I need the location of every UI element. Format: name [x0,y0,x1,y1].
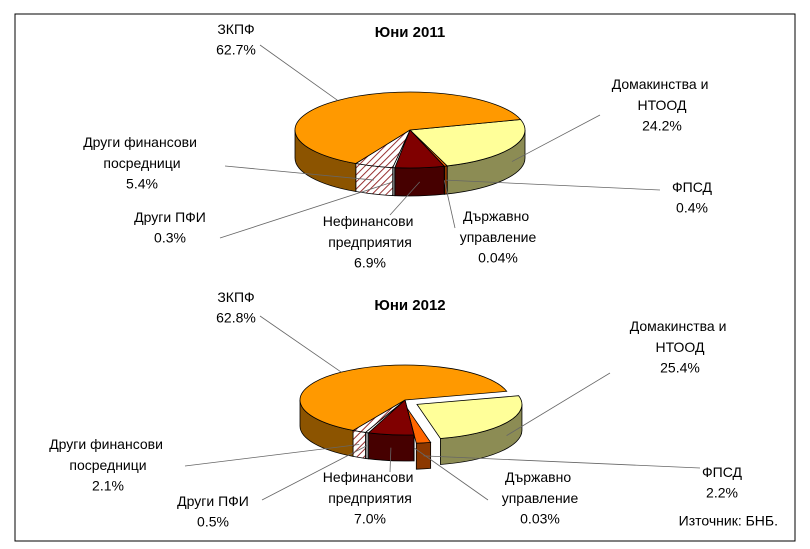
slice-value-label: 0.04% [478,250,518,266]
leader-line [259,44,338,101]
pie-slice-side [368,432,415,462]
slice-value-label: 2.2% [706,485,738,501]
slice-label: Други ПФИ [177,493,249,509]
slice-value-label: 0.4% [676,200,708,216]
leader-line [389,181,421,216]
leader-line [389,447,392,473]
slice-value-label: 5.4% [126,176,158,192]
pie-slice-side [355,163,394,196]
leader-line [224,165,374,181]
pie-slice-side [394,165,445,197]
leader-line [184,444,360,467]
leader-line [423,455,701,469]
slice-value-label: 62.7% [216,42,256,58]
slice-label: Нефинансови предприятия [323,469,418,506]
leader-line [443,180,456,229]
slice-value-label: 24.2% [642,118,682,134]
slice-label: ЗКПФ [217,21,254,37]
leader-line [511,114,601,162]
leader-line [506,372,611,436]
slice-label: Домакинства и НТООД [630,318,731,355]
pie-slice [416,395,523,439]
slice-value-label: 2.1% [92,478,124,494]
chart-title: Юни 2012 [374,297,445,314]
slice-value-label: 0.5% [197,514,229,530]
slice-label: ЗКПФ [217,289,254,305]
slice-label: Други финансови посредници [83,134,201,171]
slice-value-label: 0.03% [520,511,560,527]
source-note: Източник: БНБ. [679,513,778,529]
slice-value-label: 7.0% [354,511,386,527]
pie-slice [409,119,526,167]
pie-slice-side [365,431,369,460]
pie-slice-side [352,429,366,459]
slice-value-label: 0.3% [154,230,186,246]
pie-slice [294,91,522,164]
slice-label: Други ПФИ [134,209,206,225]
slice-label: Домакинства и НТООД [612,76,713,113]
slice-value-label: 6.9% [354,255,386,271]
pie-slice [406,408,432,444]
slice-label: ФПСД [702,464,743,480]
chart-title: Юни 2011 [375,24,445,41]
slice-value-label: 25.4% [660,360,700,376]
slice-label: ФПСД [672,179,713,195]
slice-label: Държавно управление [460,208,537,245]
leader-line [445,179,661,191]
slice-label: Държавно управление [502,469,579,506]
leader-line [259,315,342,373]
pie-slice [299,364,508,431]
slice-value-label: 62.8% [216,310,256,326]
leader-line [261,445,368,501]
leader-line [413,447,489,501]
slice-label: Други финансови посредници [49,436,167,473]
slice-label: Нефинансови предприятия [323,213,418,250]
leader-line [219,181,394,239]
